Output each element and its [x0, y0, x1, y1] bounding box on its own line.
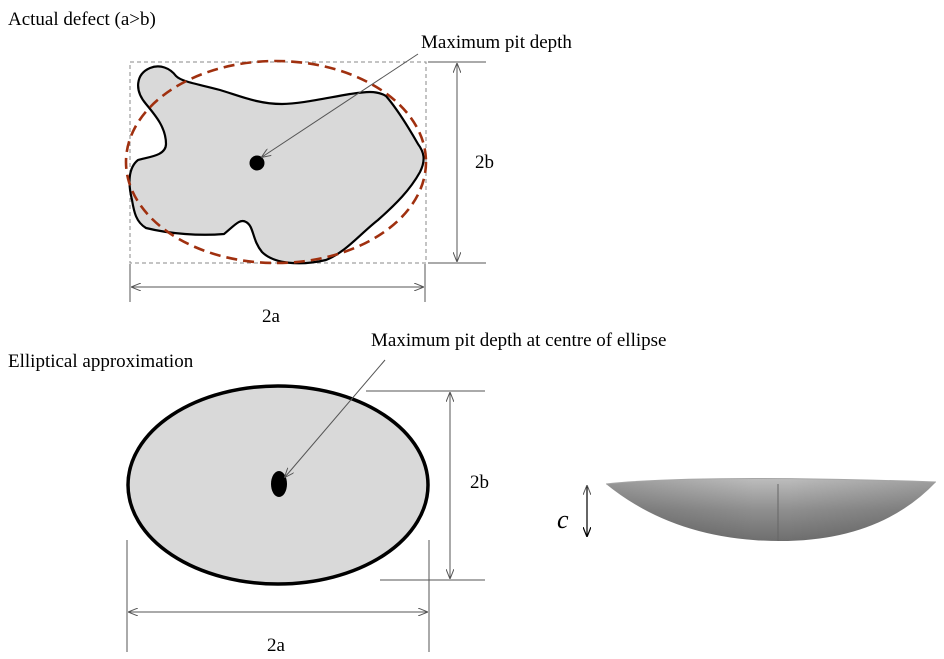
max-pit-depth-callout: Maximum pit depth [421, 32, 572, 53]
height-label: 2b [475, 152, 494, 173]
ellipse-fit-outline [124, 59, 428, 265]
elliptical-approx-title: Elliptical approximation [8, 351, 194, 372]
elliptical-approximation-figure: Elliptical approximation Maximum pit dep… [8, 330, 666, 656]
depth-label: c [557, 505, 569, 534]
max-pit-marker [249, 155, 265, 171]
pit-profile-figure: c [557, 477, 937, 541]
actual-defect-shape [128, 65, 425, 265]
ellipse-callout-arrow [285, 359, 386, 477]
callout-arrow [262, 53, 419, 157]
pit-bowl-shading [606, 478, 936, 541]
actual-defect-figure: Actual defect (a>b) Maximum pit depth 2b… [8, 9, 572, 327]
width-label: 2a [262, 306, 281, 327]
ellipse-centre-pit [271, 471, 287, 497]
actual-defect-title: Actual defect (a>b) [8, 9, 156, 30]
ellipse-centre-callout: Maximum pit depth at centre of ellipse [371, 330, 666, 351]
pit-bowl-rim [605, 477, 937, 485]
ellipse-height-label: 2b [470, 472, 489, 493]
ellipse-width-label: 2a [267, 635, 286, 656]
